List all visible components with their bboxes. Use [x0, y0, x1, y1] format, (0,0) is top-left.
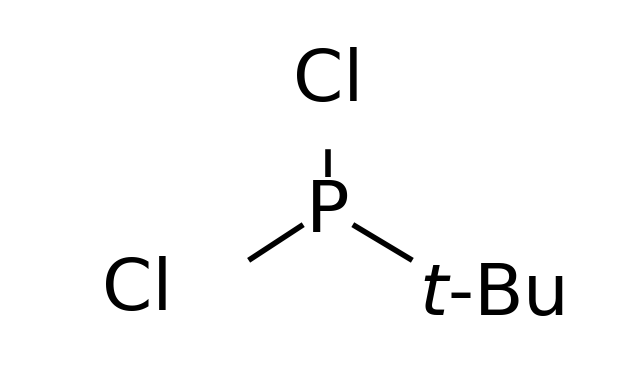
Text: Cl: Cl [102, 256, 172, 325]
Text: Cl: Cl [293, 47, 363, 117]
Text: P: P [306, 178, 350, 247]
Text: $\mathit{t}$-Bu: $\mathit{t}$-Bu [419, 261, 564, 330]
